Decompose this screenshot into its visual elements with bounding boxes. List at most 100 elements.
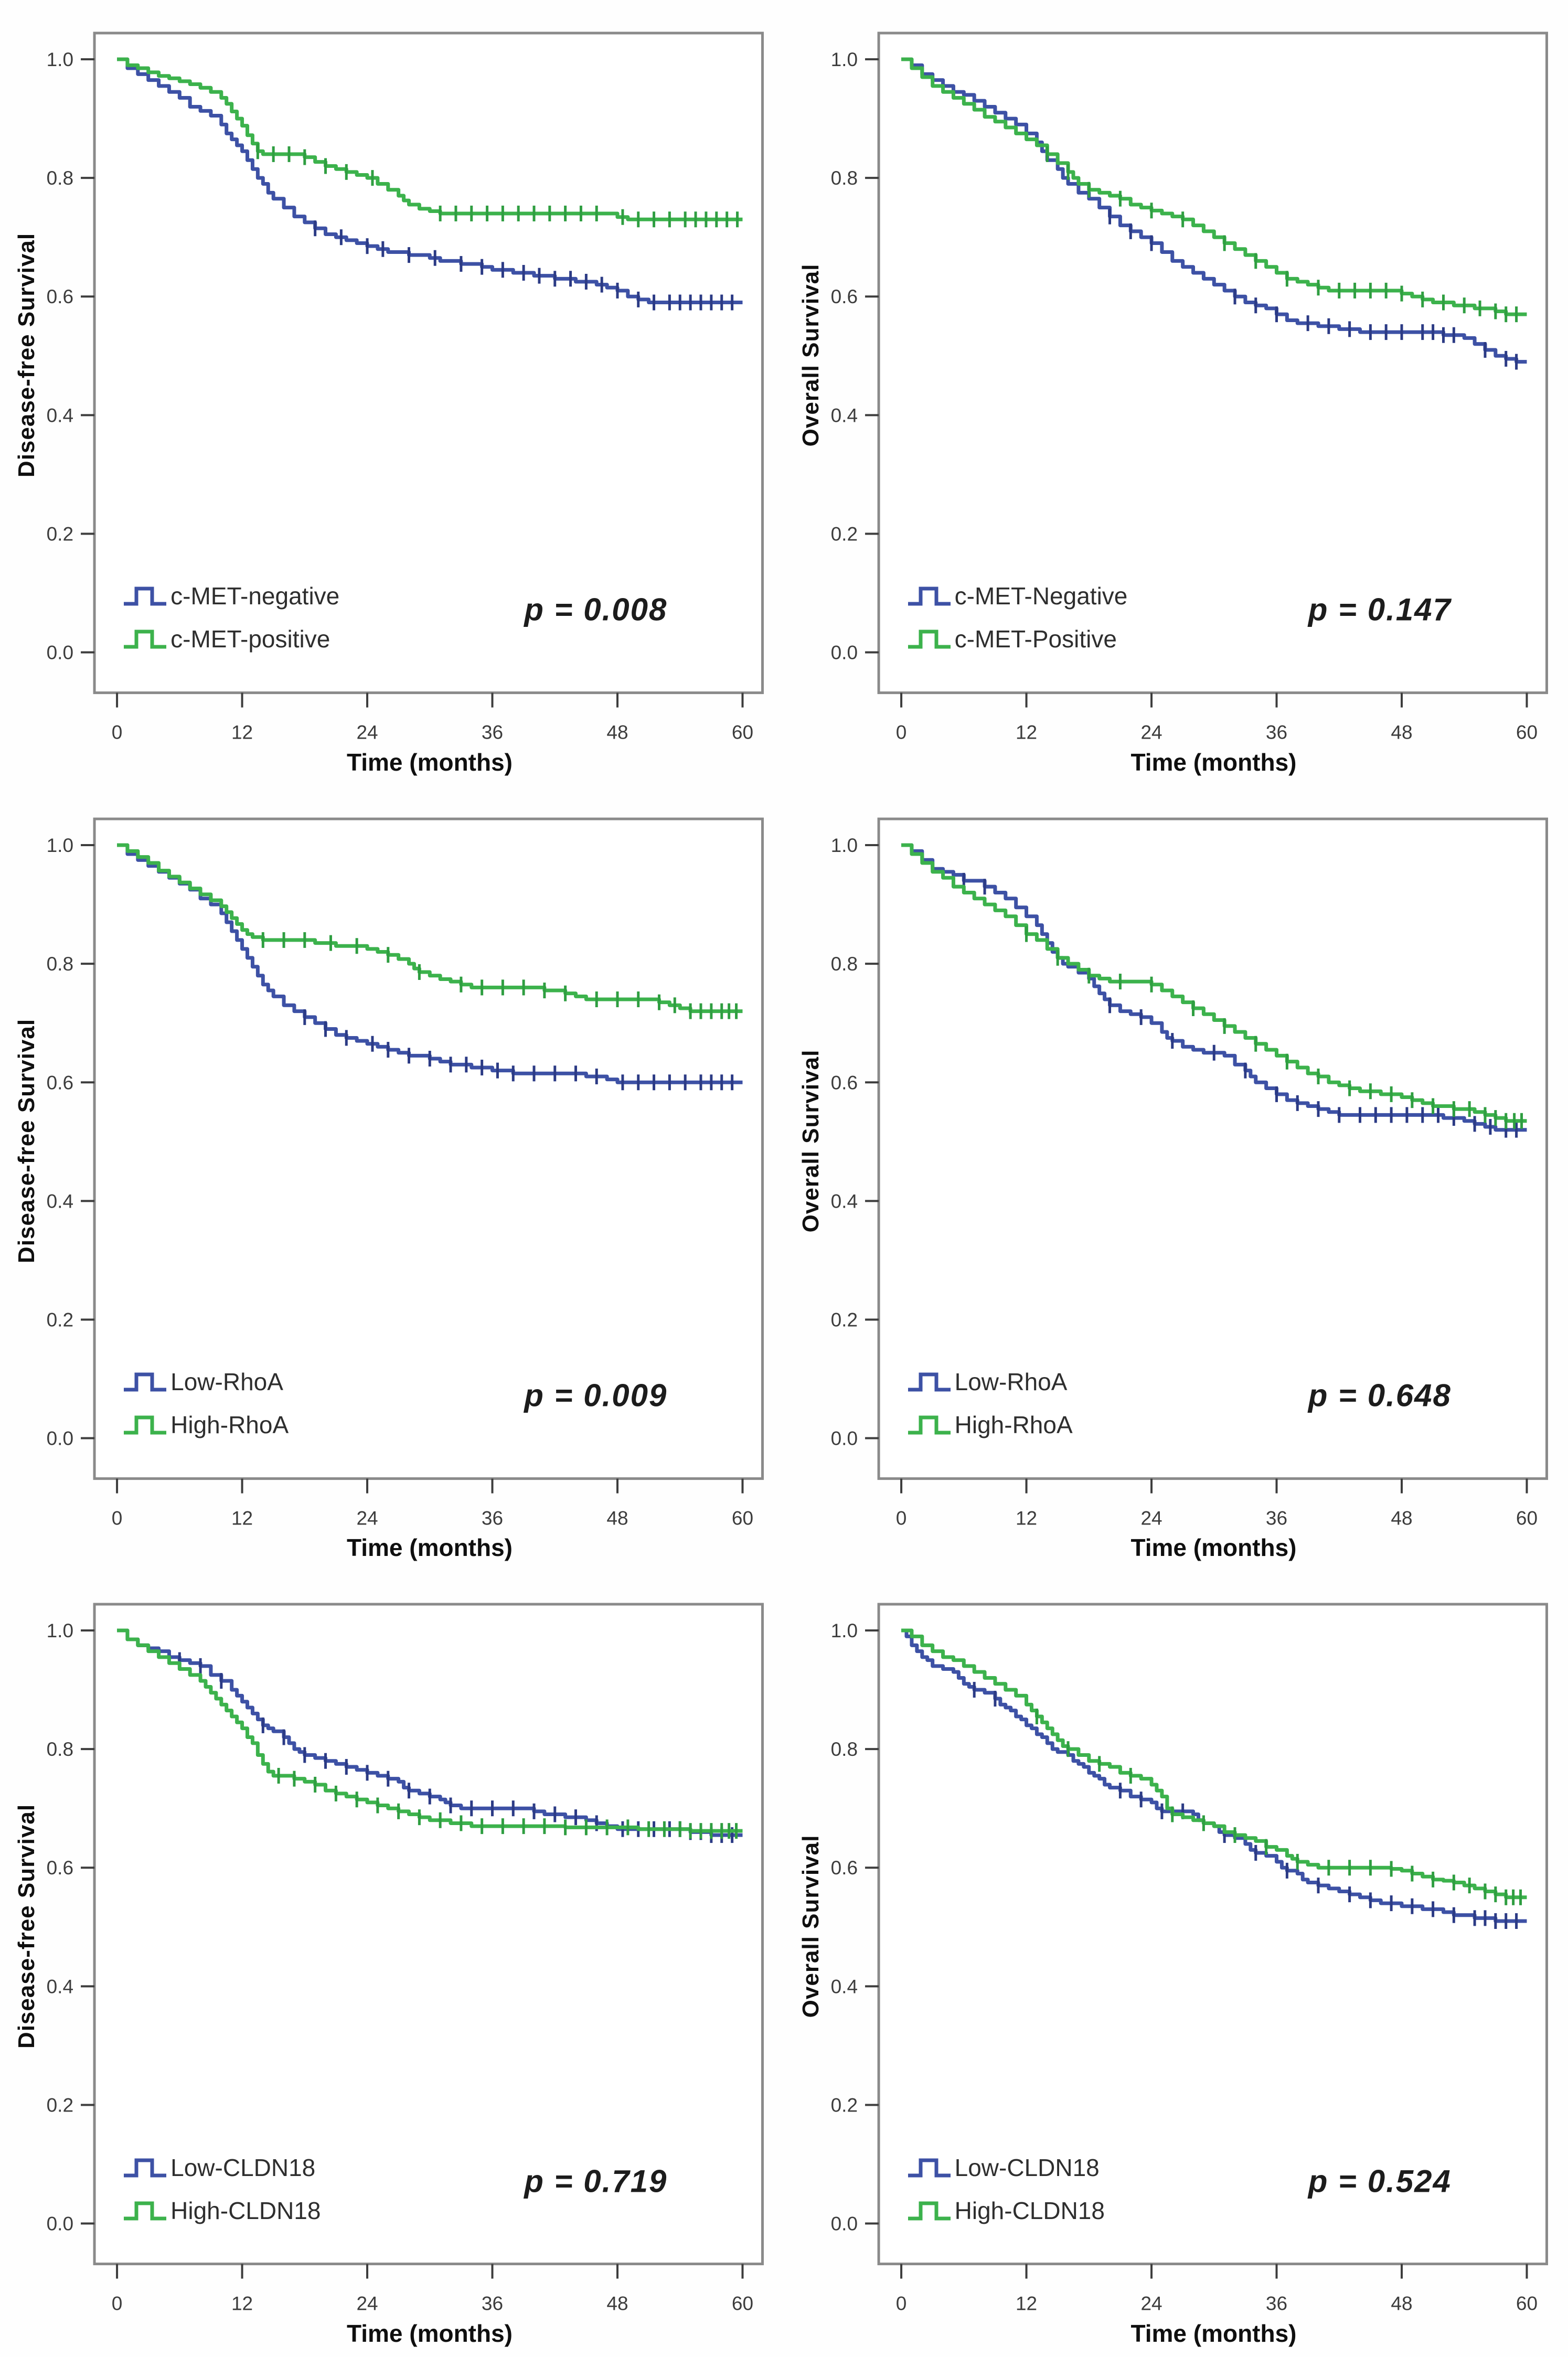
- svg-text:24: 24: [356, 1507, 378, 1529]
- legend-label: High-RhoA: [170, 1411, 289, 1438]
- svg-text:60: 60: [1516, 721, 1537, 743]
- svg-text:0.6: 0.6: [830, 1857, 857, 1879]
- svg-text:0.4: 0.4: [830, 1190, 857, 1212]
- svg-text:12: 12: [1015, 721, 1037, 743]
- panel-os-rhoa: 1.0 0.8 0.6 0.4 0.2 0.0 0 12 24 36 48 60 Overall Su…: [784, 786, 1568, 1572]
- legend-item: High-RhoA: [906, 1407, 1073, 1443]
- svg-text:1.0: 1.0: [47, 834, 73, 856]
- svg-text:36: 36: [1265, 721, 1287, 743]
- legend-item: c-MET-Positive: [906, 621, 1128, 657]
- step-line-icon: [124, 2201, 167, 2221]
- panel-dfs-cldn18: 1.0 0.8 0.6 0.4 0.2 0.0 0 12 24 36 48 60 Disease-fr…: [0, 1571, 784, 2357]
- svg-text:60: 60: [732, 2292, 753, 2315]
- svg-text:0.0: 0.0: [47, 642, 73, 664]
- legend-item: c-MET-negative: [122, 578, 339, 614]
- legend-label: c-MET-positive: [170, 625, 330, 653]
- svg-text:24: 24: [356, 2292, 378, 2315]
- svg-text:0.6: 0.6: [830, 1071, 857, 1093]
- svg-text:0.6: 0.6: [830, 285, 857, 307]
- svg-text:24: 24: [1140, 721, 1162, 743]
- svg-text:0.4: 0.4: [47, 404, 73, 426]
- y-axis-title: Overall Survival: [797, 1835, 824, 2018]
- svg-text:36: 36: [482, 2292, 503, 2315]
- p-value: p = 0.009: [524, 1378, 668, 1413]
- step-line-icon: [908, 586, 951, 606]
- svg-text:0.8: 0.8: [47, 953, 73, 975]
- svg-text:0.0: 0.0: [830, 2213, 857, 2235]
- svg-text:0.0: 0.0: [47, 1427, 73, 1449]
- svg-text:1.0: 1.0: [830, 834, 857, 856]
- svg-text:12: 12: [1015, 2292, 1037, 2315]
- legend-label: Low-CLDN18: [954, 2153, 1100, 2181]
- svg-text:0: 0: [895, 721, 906, 743]
- svg-text:36: 36: [482, 1507, 503, 1529]
- km-plot-dfs-rhoa: 1.0 0.8 0.6 0.4 0.2 0.0 0 12 24 36 48 60: [47, 817, 764, 1529]
- svg-text:0.2: 0.2: [830, 522, 857, 545]
- step-line-icon: [908, 2201, 951, 2221]
- legend: Low-RhoA High-RhoA: [122, 1364, 289, 1443]
- panel-os-cmet: 1.0 0.8 0.6 0.4 0.2 0.0 0 12 24 36 48 60 Overall Su…: [784, 0, 1568, 786]
- svg-text:24: 24: [1140, 2292, 1162, 2315]
- svg-text:12: 12: [231, 1507, 253, 1529]
- step-line-icon: [124, 630, 167, 649]
- legend-label: c-MET-Positive: [954, 625, 1117, 653]
- p-value: p = 0.147: [1308, 592, 1452, 627]
- step-line-icon: [908, 2158, 951, 2178]
- legend-item: Low-RhoA: [906, 1364, 1073, 1400]
- legend-label: Low-CLDN18: [170, 2153, 316, 2181]
- svg-text:48: 48: [606, 1507, 628, 1529]
- legend-item: c-MET-positive: [122, 621, 339, 657]
- km-plot-os-rhoa: 1.0 0.8 0.6 0.4 0.2 0.0 0 12 24 36 48 60: [830, 817, 1548, 1529]
- svg-text:0.8: 0.8: [47, 167, 73, 189]
- svg-text:48: 48: [1391, 1507, 1412, 1529]
- svg-text:0.6: 0.6: [47, 285, 73, 307]
- svg-text:36: 36: [1265, 1507, 1287, 1529]
- svg-text:0.8: 0.8: [830, 953, 857, 975]
- svg-text:0.2: 0.2: [830, 2094, 857, 2116]
- svg-text:12: 12: [231, 2292, 253, 2315]
- p-value: p = 0.648: [1308, 1378, 1452, 1413]
- legend: c-MET-negative c-MET-positive: [122, 578, 339, 657]
- svg-text:0.2: 0.2: [47, 522, 73, 545]
- x-axis-title: Time (months): [346, 748, 513, 776]
- km-plot-dfs-cldn18: 1.0 0.8 0.6 0.4 0.2 0.0 0 12 24 36 48 60: [47, 1603, 764, 2315]
- svg-text:0.8: 0.8: [830, 1738, 857, 1760]
- svg-text:0.2: 0.2: [47, 1308, 73, 1330]
- y-axis-title: Disease-free Survival: [14, 1018, 39, 1263]
- svg-text:36: 36: [482, 721, 503, 743]
- y-axis-title: Overall Survival: [797, 263, 824, 447]
- svg-text:0.6: 0.6: [47, 1857, 73, 1879]
- legend-label: High-RhoA: [954, 1411, 1073, 1438]
- svg-text:0: 0: [112, 1507, 123, 1529]
- svg-text:48: 48: [606, 721, 628, 743]
- svg-text:1.0: 1.0: [830, 1619, 857, 1641]
- svg-text:0.4: 0.4: [47, 1976, 73, 1998]
- legend-item: c-MET-Negative: [906, 578, 1127, 614]
- y-axis-title: Overall Survival: [797, 1049, 824, 1232]
- step-line-icon: [124, 1372, 167, 1392]
- legend-item: High-RhoA: [122, 1407, 289, 1443]
- legend: Low-RhoA High-RhoA: [906, 1364, 1073, 1443]
- km-plot-os-cmet: 1.0 0.8 0.6 0.4 0.2 0.0 0 12 24 36 48 60: [830, 31, 1548, 743]
- svg-text:0.8: 0.8: [47, 1738, 73, 1760]
- legend: Low-CLDN18 High-CLDN18: [122, 2150, 321, 2228]
- legend: c-MET-Negative c-MET-Positive: [906, 578, 1128, 657]
- svg-text:48: 48: [1391, 721, 1412, 743]
- svg-text:0.8: 0.8: [830, 167, 857, 189]
- km-plot-os-cldn18: 1.0 0.8 0.6 0.4 0.2 0.0 0 12 24 36 48 60: [830, 1603, 1548, 2315]
- x-axis-title: Time (months): [346, 1534, 513, 1562]
- svg-text:0.4: 0.4: [830, 404, 857, 426]
- p-value: p = 0.008: [524, 592, 668, 627]
- svg-text:0: 0: [112, 721, 123, 743]
- y-axis-title: Disease-free Survival: [14, 1804, 39, 2049]
- svg-text:0.2: 0.2: [830, 1308, 857, 1330]
- step-line-icon: [124, 2158, 167, 2178]
- x-axis-title: Time (months): [1130, 2320, 1297, 2348]
- x-axis-title: Time (months): [1130, 1534, 1297, 1562]
- svg-text:24: 24: [1140, 1507, 1162, 1529]
- svg-text:36: 36: [1265, 2292, 1287, 2315]
- legend-item: Low-RhoA: [122, 1364, 289, 1400]
- legend-item: High-CLDN18: [906, 2193, 1105, 2228]
- svg-text:0: 0: [112, 2292, 123, 2315]
